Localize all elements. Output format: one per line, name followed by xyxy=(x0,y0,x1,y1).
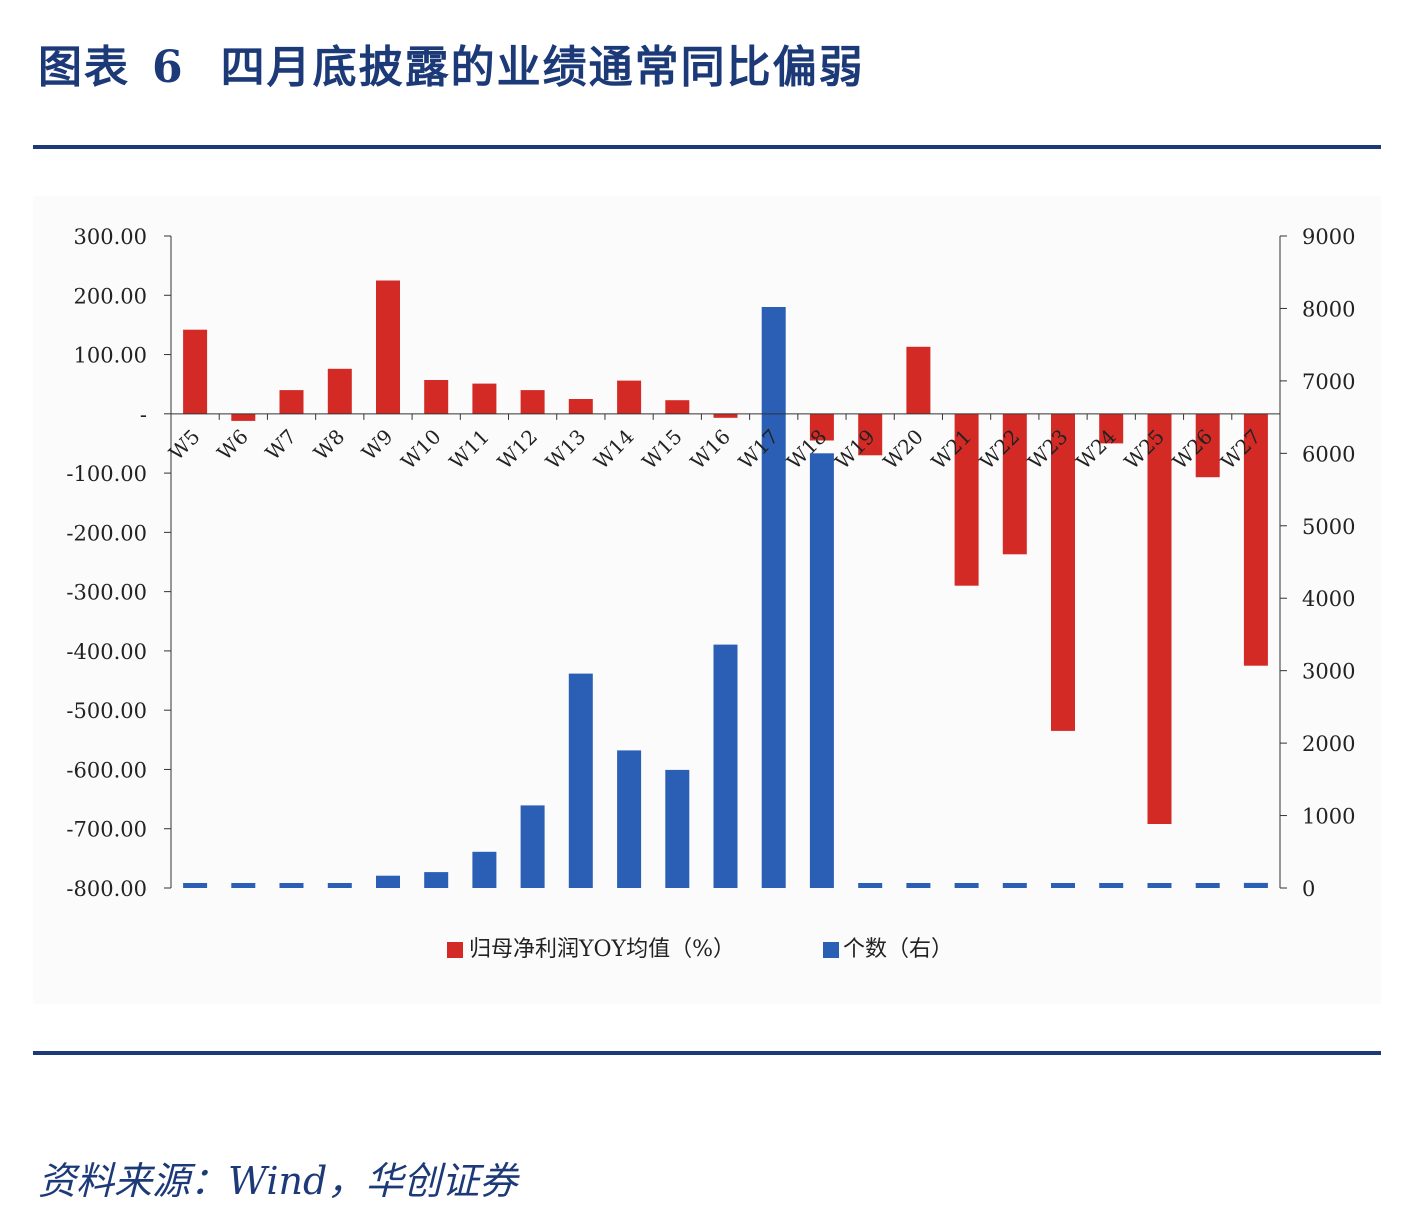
left-axis-tick-label: 200.00 xyxy=(74,284,147,308)
yoy-bar xyxy=(568,399,593,414)
right-axis-tick-label: 6000 xyxy=(1302,442,1355,466)
category-axis-label: W15 xyxy=(637,424,687,474)
left-axis-tick-label: -100.00 xyxy=(66,462,147,486)
count-bar xyxy=(858,883,883,888)
left-axis-tick-label: -500.00 xyxy=(66,699,147,723)
yoy-bar xyxy=(809,413,834,441)
category-axis-label: W11 xyxy=(444,424,494,474)
count-bar xyxy=(183,883,208,888)
left-axis-tick-label: -600.00 xyxy=(66,758,147,782)
category-axis-label: W16 xyxy=(686,424,736,474)
legend-swatch-yoy xyxy=(447,942,463,958)
count-bar xyxy=(231,883,256,888)
category-axis-label: W9 xyxy=(357,424,398,465)
yoy-bar xyxy=(376,280,400,414)
left-axis-tick-label: -400.00 xyxy=(66,640,147,664)
yoy-bar xyxy=(1099,413,1124,444)
count-bar xyxy=(1243,882,1268,888)
left-axis-tick-label: - xyxy=(140,403,147,427)
right-axis-tick-label: 8000 xyxy=(1302,297,1355,321)
count-bar xyxy=(617,750,642,888)
yoy-bar xyxy=(327,368,352,414)
legend-label-count: 个数（右） xyxy=(843,937,953,962)
right-axis-tick-label: 1000 xyxy=(1302,805,1355,829)
right-axis-tick-label: 0 xyxy=(1302,877,1315,901)
figure-title-text: 四月底披露的业绩通常同比偏弱 xyxy=(220,42,865,93)
count-bar xyxy=(809,453,834,888)
count-bar xyxy=(906,883,931,888)
yoy-bar xyxy=(520,390,545,414)
yoy-bar xyxy=(183,329,208,414)
count-bar xyxy=(520,805,545,888)
count-bar xyxy=(761,307,786,888)
count-bar xyxy=(279,883,304,888)
count-bar xyxy=(1147,883,1172,888)
figure-title: 图表 6 四月底披露的业绩通常同比偏弱 xyxy=(38,28,865,108)
right-axis-tick-label: 5000 xyxy=(1302,515,1355,539)
yoy-bar xyxy=(424,380,449,414)
right-axis-tick-label: 3000 xyxy=(1302,660,1355,684)
count-bar xyxy=(1002,883,1027,888)
yoy-bar xyxy=(1147,413,1172,824)
category-axis-label: W20 xyxy=(878,424,928,474)
left-axis-tick-label: -200.00 xyxy=(66,521,147,545)
left-axis-tick-label: 300.00 xyxy=(74,225,147,249)
count-bar xyxy=(424,872,449,888)
count-bar xyxy=(327,883,352,888)
left-axis-tick-label: 100.00 xyxy=(74,344,147,368)
category-axis-label: W8 xyxy=(309,424,350,465)
source-note: 资料来源：Wind，华创证券 xyxy=(38,1159,518,1203)
count-bar xyxy=(568,673,593,888)
right-axis-tick-label: 9000 xyxy=(1302,225,1355,249)
right-axis-tick-label: 7000 xyxy=(1302,370,1355,394)
category-axis-label: W10 xyxy=(396,424,446,474)
yoy-bar xyxy=(1002,413,1027,555)
right-axis-tick-label: 4000 xyxy=(1302,587,1355,611)
count-bar xyxy=(954,883,979,888)
category-axis-label: W5 xyxy=(164,424,205,465)
category-axis-label: W14 xyxy=(589,424,639,474)
chart-panel: 300.00 200.00 100.00 - -100.00 -200.00 -300.00… xyxy=(33,196,1381,1004)
count-bar xyxy=(1195,883,1220,888)
category-axis-label: W7 xyxy=(261,424,302,465)
yoy-bar xyxy=(472,383,497,414)
left-axis-tick-label: -800.00 xyxy=(66,877,147,901)
chart: 300.00 200.00 100.00 - -100.00 -200.00 -300.00… xyxy=(66,225,1355,962)
yoy-bar xyxy=(1195,413,1220,478)
yoy-bar xyxy=(858,413,883,456)
count-bar xyxy=(713,644,738,888)
yoy-bar xyxy=(279,390,304,414)
yoy-bar xyxy=(954,413,979,586)
count-bar xyxy=(472,851,497,888)
category-axis-label: W12 xyxy=(493,424,543,474)
yoy-bar xyxy=(713,413,738,418)
count-bar xyxy=(1099,883,1124,888)
yoy-bar xyxy=(1051,413,1075,731)
right-axis-tick-label: 2000 xyxy=(1302,732,1355,756)
left-axis-tick-label: -700.00 xyxy=(66,818,147,842)
category-axis-label: W13 xyxy=(541,424,591,474)
top-rule xyxy=(33,145,1381,149)
figure-label: 图表 xyxy=(38,42,130,93)
bottom-rule xyxy=(33,1051,1381,1055)
legend-swatch-count xyxy=(823,942,839,958)
yoy-bar xyxy=(231,413,256,421)
yoy-bar xyxy=(617,380,642,414)
legend-label-yoy: 归母净利润YOY均值（%） xyxy=(469,937,735,962)
count-bar xyxy=(1051,883,1075,888)
yoy-bar xyxy=(1243,413,1268,666)
left-axis-tick-label: -300.00 xyxy=(66,581,147,605)
yoy-bar xyxy=(906,346,931,414)
count-bar xyxy=(665,769,690,888)
figure-number: 6 xyxy=(152,42,185,93)
count-bar xyxy=(376,875,400,888)
yoy-bar xyxy=(665,400,690,414)
category-axis-label: W6 xyxy=(212,424,253,465)
